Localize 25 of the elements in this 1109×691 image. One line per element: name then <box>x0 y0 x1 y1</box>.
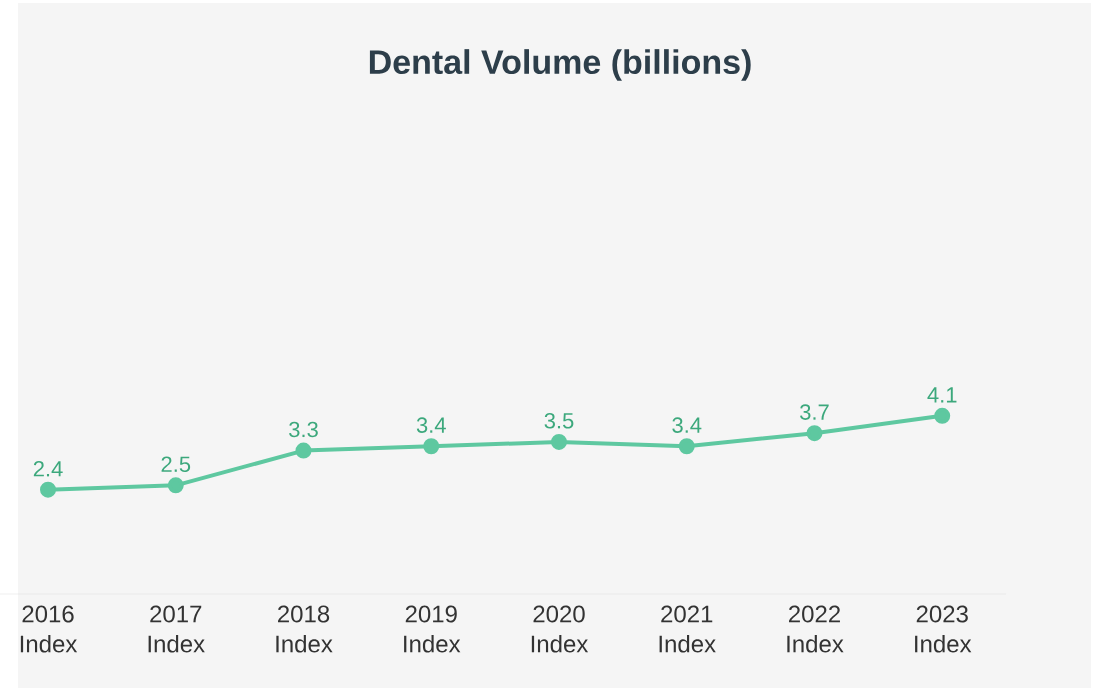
data-label: 2.4 <box>33 460 63 477</box>
point <box>40 481 57 498</box>
data-label: 2.5 <box>161 456 191 473</box>
data-label: 3.4 <box>672 417 702 433</box>
point <box>550 433 567 450</box>
x-tick-label: 2022 Index <box>787 605 844 653</box>
x-tick-label: 2023 Index <box>915 605 972 653</box>
chart-title: Dental Volume (billions) <box>369 49 751 81</box>
data-label: 3.4 <box>416 417 446 433</box>
point <box>806 425 823 442</box>
point <box>423 438 440 455</box>
x-tick-label: 2020 Index <box>531 605 589 653</box>
data-label: 3.3 <box>289 421 318 438</box>
x-tick-label: 2018 Index <box>276 605 333 653</box>
point <box>678 438 695 455</box>
x-tick-label: 2017 Index <box>148 605 205 653</box>
x-tick-label: 2021 Index <box>659 605 716 653</box>
point <box>934 407 951 424</box>
data-label: 4.1 <box>927 387 957 403</box>
point <box>295 442 312 459</box>
x-tick-label: 2019 Index <box>404 605 461 653</box>
point <box>167 477 184 494</box>
data-label: 3.5 <box>544 412 574 429</box>
x-tick-label: 2016 Index <box>20 605 78 653</box>
data-label: 3.7 <box>800 404 829 420</box>
